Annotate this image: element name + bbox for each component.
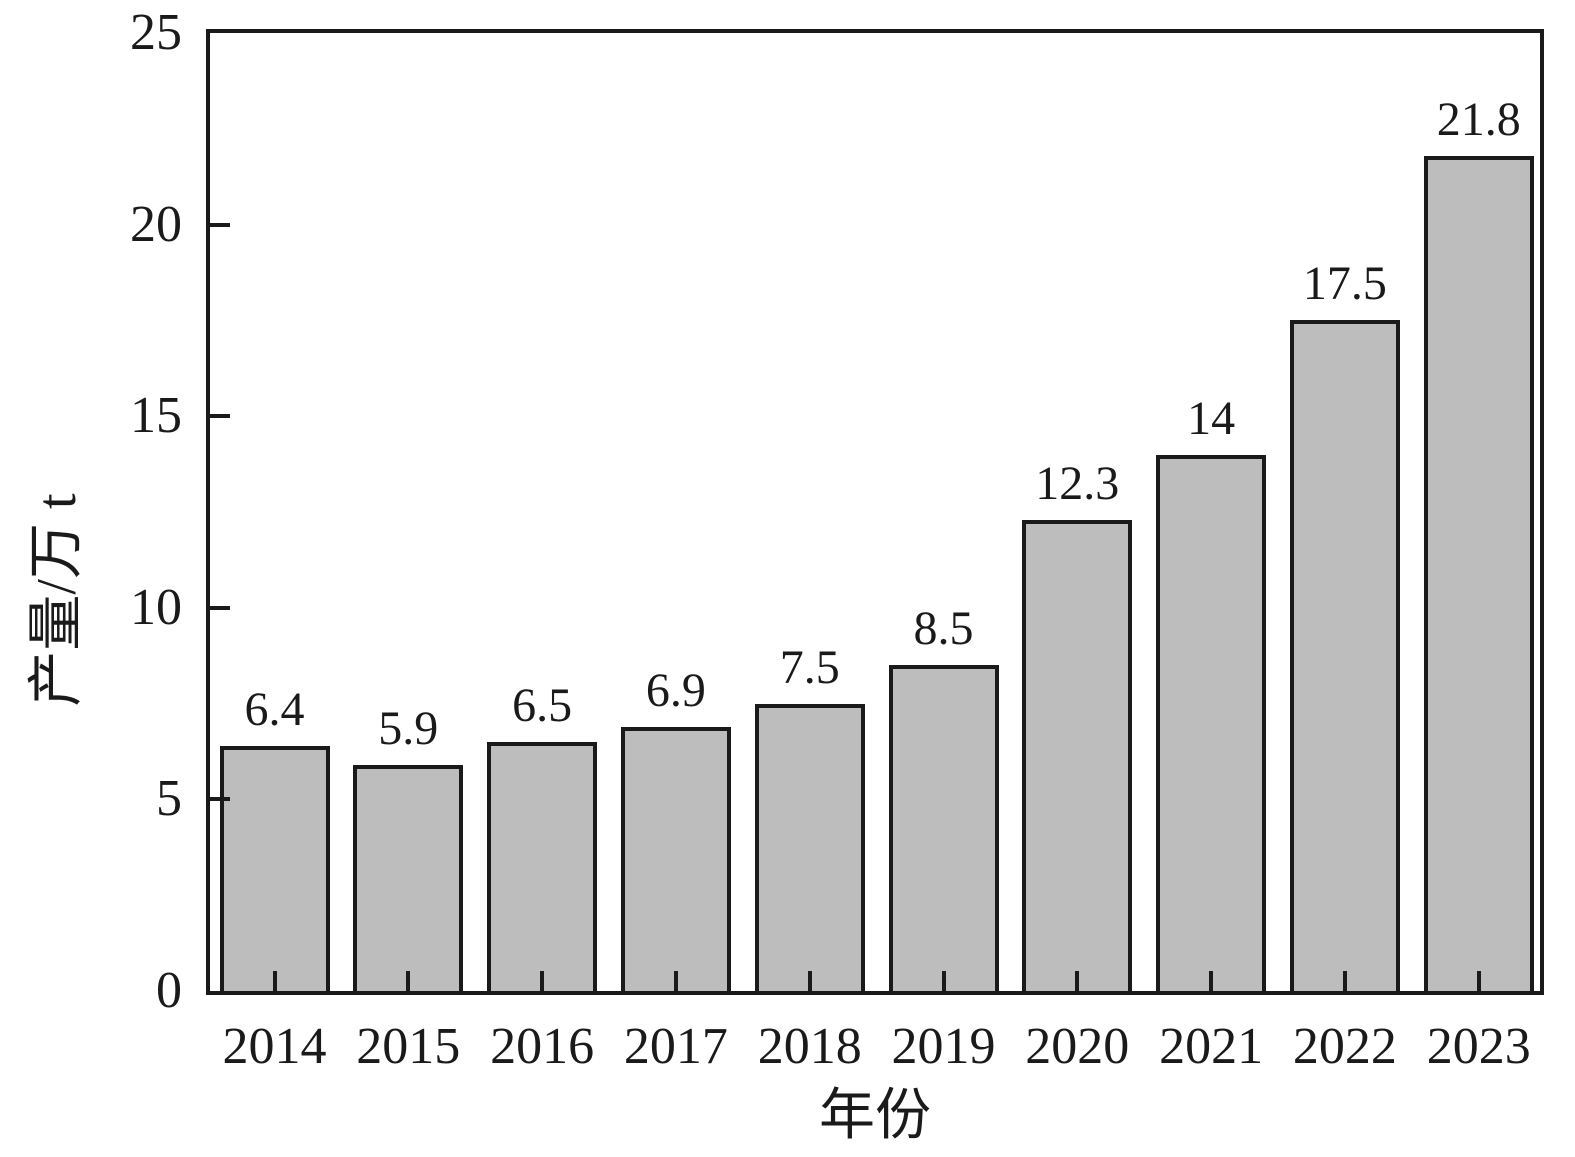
x-axis-tick [406,971,411,991]
bar-value-label: 8.5 [913,602,974,655]
bar-value-label: 6.5 [512,679,573,732]
x-tick-label: 2014 [222,1018,327,1075]
bar-value-label: 17.5 [1302,257,1387,310]
x-tick-label: 2016 [490,1018,595,1075]
bar-2020 [1022,520,1133,991]
y-axis-tick [210,222,230,227]
bar-2021 [1156,455,1267,991]
bar-2023 [1423,156,1534,991]
y-tick-label: 5 [156,770,182,828]
y-tick-label: 20 [130,195,182,253]
x-axis-tick [1476,971,1481,991]
bar-value-label: 12.3 [1035,457,1120,510]
x-axis-title: 年份 [819,1085,931,1147]
x-axis-tick [1209,971,1214,991]
y-axis-tick [210,605,230,610]
bar-value-label: 7.5 [779,641,840,694]
x-tick-label: 2015 [356,1018,461,1075]
y-tick-label: 25 [130,4,182,61]
bar-value-label: 6.9 [645,664,706,717]
x-axis-tick [1075,971,1080,991]
x-tick-label: 2022 [1292,1018,1397,1075]
bar-2019 [888,665,999,991]
x-axis-tick [807,971,812,991]
x-axis-tick [941,971,946,991]
y-tick-label: 10 [130,578,182,636]
bar-value-label: 5.9 [378,702,439,755]
x-axis-tick [272,971,277,991]
x-axis-tick [1342,971,1347,991]
x-axis-tick [540,971,545,991]
bar-2015 [353,765,464,991]
plot-area: 6.4 5.9 6.5 6.9 7.5 8.5 12.3 14 17.5 21.8 [206,29,1544,995]
y-tick-label: 0 [156,962,182,1019]
bar-value-label: 14 [1187,392,1236,445]
x-tick-label: 2018 [757,1018,862,1075]
x-tick-label: 2019 [891,1018,996,1075]
y-tick-label: 15 [130,387,182,445]
bar-2022 [1289,320,1400,991]
bar-2016 [487,742,598,991]
x-tick-label: 2023 [1426,1018,1531,1075]
y-axis-tick [210,414,230,419]
x-tick-label: 2021 [1159,1018,1264,1075]
bar-value-label: 6.4 [244,683,305,736]
bar-2014 [219,746,330,991]
bar-2018 [754,704,865,991]
bar-2017 [620,727,731,991]
x-tick-label: 2017 [623,1018,728,1075]
y-axis-tick [210,797,230,802]
x-axis-tick [673,971,678,991]
bar-value-label: 21.8 [1436,93,1521,146]
x-tick-label: 2020 [1025,1018,1130,1075]
